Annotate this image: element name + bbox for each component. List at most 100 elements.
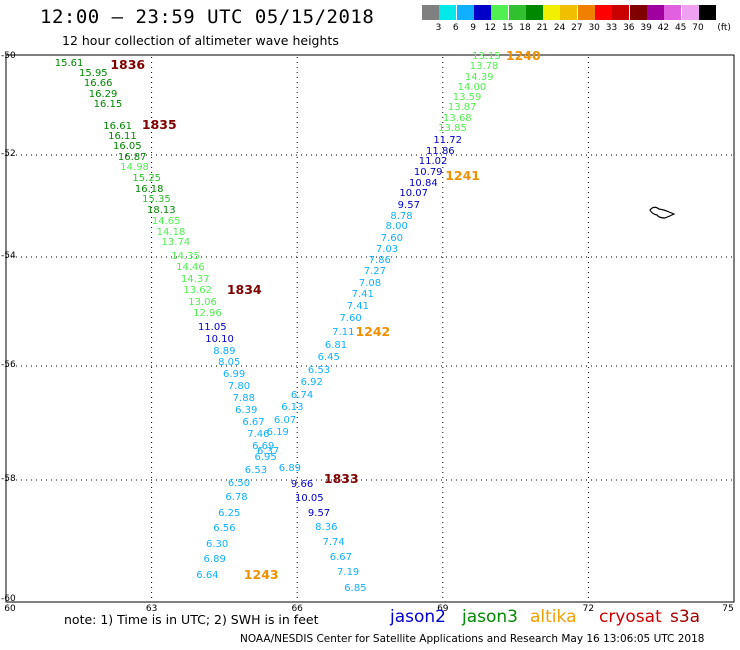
wave-height-value: 6.13 [281, 402, 304, 414]
lon-label: 69 [437, 604, 449, 614]
legend-label: 27 [571, 23, 583, 33]
legend-unit: (ft) [717, 23, 731, 33]
wave-height-value: 6.30 [205, 538, 229, 550]
wave-height-value: 16.29 [88, 89, 118, 101]
legend-label: 6 [452, 23, 459, 33]
wave-height-value: 14.18 [156, 226, 186, 238]
wave-height-value: 7.60 [380, 233, 403, 245]
pass-number: 1833 [323, 471, 359, 486]
pass-number: 1834 [226, 282, 262, 298]
wave-height-value: 7.27 [363, 266, 386, 278]
legend-swatch [473, 5, 491, 20]
wave-height-value: 6.67 [329, 552, 353, 563]
wave-height-value: 8.00 [385, 221, 408, 233]
map-subtitle: 12 hour collection of altimeter wave hei… [62, 33, 339, 48]
wave-height-value: 7.03 [375, 243, 399, 255]
wave-height-value: 11.72 [433, 135, 462, 147]
legend-swatch [577, 5, 595, 20]
wave-height-value: 16.11 [108, 130, 137, 142]
legend-swatch [560, 5, 578, 20]
wave-height-value: 6.85 [344, 583, 367, 595]
wave-height-value: 13.06 [188, 296, 217, 308]
satellite-altika: altika [530, 607, 577, 627]
legend-swatch [664, 5, 682, 20]
wave-height-value: 15.35 [142, 194, 171, 206]
wave-height-value: 15.25 [132, 172, 162, 184]
wave-height-value: 9.66 [290, 478, 314, 490]
lon-label: 63 [145, 604, 158, 614]
satellite-jason3: jason3 [462, 607, 518, 627]
wave-height-value: 10.79 [413, 166, 443, 178]
legend-swatch [543, 5, 561, 20]
wave-height-value: 6.50 [227, 477, 251, 489]
wave-height-value: 10.84 [409, 177, 438, 189]
legend-swatch [646, 5, 664, 20]
wave-height-value: 16.18 [134, 183, 164, 195]
legend-label: 30 [588, 23, 600, 33]
wave-height-value: 13.59 [452, 92, 482, 104]
wave-height-value: 7.08 [358, 277, 382, 289]
wave-height-value: 6.37 [256, 445, 280, 457]
wave-height-value: 8.36 [315, 522, 338, 533]
satellite-jason2: jason2 [390, 607, 446, 627]
wave-height-value: 14.65 [151, 215, 181, 227]
wave-height-value: 10.05 [295, 493, 324, 505]
legend-label: 36 [623, 23, 635, 33]
graticule [6, 57, 734, 600]
wave-height-value: 16.61 [103, 120, 132, 132]
wave-height-value: 11.86 [426, 145, 455, 157]
legend-label: 70 [692, 23, 704, 33]
wave-height-value: 16.15 [93, 99, 123, 111]
wave-height-value: 6.74 [290, 389, 314, 401]
wave-height-value: 7.11 [332, 327, 355, 339]
wave-height-value: 11.05 [197, 322, 227, 334]
wave-height-value: 6.25 [218, 507, 241, 519]
pass-number: 1243 [243, 567, 279, 582]
lat-label: -54 [1, 251, 16, 261]
wave-height-value: 7.86 [368, 254, 391, 266]
wave-height-value: 6.78 [225, 492, 248, 503]
legend-label: 33 [605, 23, 618, 33]
pass-number: 1836 [110, 56, 146, 72]
wave-height-value: 6.53 [307, 364, 331, 376]
legend-swatch [525, 5, 543, 20]
lon-label: 75 [722, 604, 734, 614]
wave-height-value: 8.78 [390, 210, 413, 222]
wave-height-value: 7.46 [247, 428, 270, 440]
wave-height-value: 7.80 [227, 381, 251, 393]
wave-height-value: 6.45 [317, 352, 340, 364]
wave-height-value: 13.85 [438, 123, 467, 135]
legend-label: 18 [519, 23, 531, 33]
map-border [5, 54, 735, 603]
legend-swatch [508, 5, 526, 20]
wave-height-value: 16.66 [83, 78, 113, 90]
wave-height-value: 14.35 [171, 251, 200, 262]
satellite-s3a: s3a [670, 607, 701, 627]
legend-label: 21 [536, 23, 549, 33]
wave-height-value: 6.53 [244, 465, 268, 477]
wave-height-value: 6.89 [203, 554, 226, 566]
wave-height-value: 6.95 [254, 452, 277, 464]
wave-height-value: 6.92 [300, 377, 323, 389]
wave-height-value: 6.64 [196, 570, 219, 581]
lat-label: -60 [1, 594, 16, 604]
wave-height-value: 7.19 [337, 567, 360, 578]
footer-note: note: 1) Time is in UTC; 2) SWH is in fe… [64, 612, 319, 627]
wave-height-value: 6.67 [242, 417, 265, 428]
wave-height-value: 7.41 [346, 300, 369, 312]
lon-label: 60 [4, 604, 16, 614]
wave-height-value: 15.61 [54, 58, 84, 70]
legend-label: 42 [657, 23, 670, 33]
lat-label: -52 [1, 149, 16, 159]
legend-label: 9 [470, 23, 476, 33]
wave-height-value: 8.89 [213, 345, 236, 357]
wave-height-value: 13.87 [447, 102, 477, 114]
wave-height-value: 9.57 [397, 200, 420, 211]
legend-label: 39 [640, 23, 652, 33]
wave-height-value: 10.10 [205, 333, 234, 345]
wave-height-value: 7.41 [351, 289, 374, 301]
legend-swatch [439, 5, 457, 20]
wave-height-value: 13.15 [472, 51, 501, 62]
legend-swatch [595, 5, 612, 20]
